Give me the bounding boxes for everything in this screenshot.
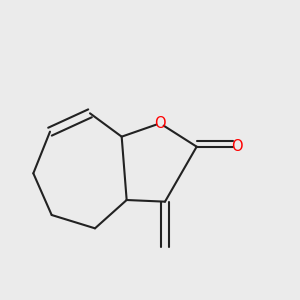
Text: O: O bbox=[154, 116, 166, 131]
Text: O: O bbox=[231, 139, 242, 154]
